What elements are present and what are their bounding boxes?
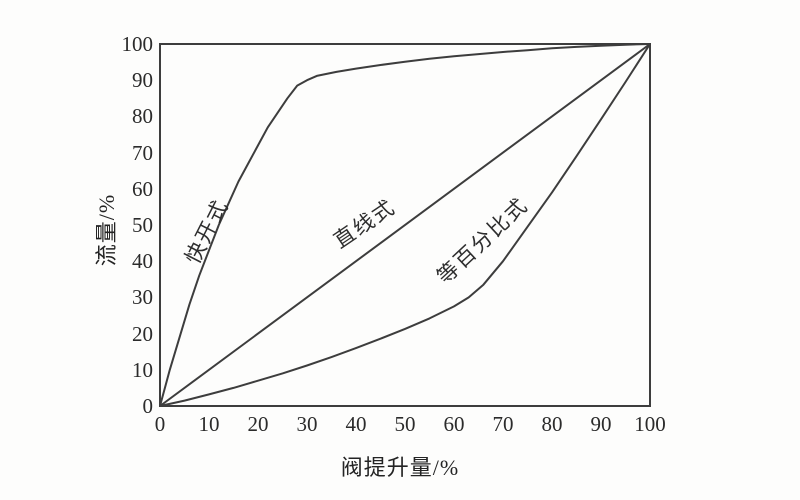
curve-linear (159, 43, 651, 407)
x-axis-title: 阀提升量/% (340, 455, 460, 480)
x-tick-label: 10 (198, 412, 220, 436)
x-tick-label: 20 (247, 412, 269, 436)
x-tick-label: 0 (154, 412, 166, 436)
plot-frame (159, 43, 651, 407)
y-axis-title: 流量/% (94, 193, 119, 267)
y-tick-label: 70 (132, 140, 153, 165)
y-tick-label: 60 (132, 176, 153, 201)
y-tick-label: 100 (121, 32, 154, 56)
y-tick-label: 10 (132, 357, 153, 382)
x-tick-label: 80 (541, 412, 563, 436)
y-tick-label: 30 (132, 285, 153, 310)
y-tick-label: 0 (142, 394, 154, 418)
x-tick-label: 100 (634, 412, 666, 436)
curve-quick-opening (159, 43, 651, 407)
x-tick-label: 40 (345, 412, 367, 436)
y-tick-label: 40 (132, 249, 153, 274)
y-tick-label: 20 (132, 321, 153, 346)
x-tick-label: 30 (296, 412, 318, 436)
x-tick-label: 50 (394, 412, 416, 436)
y-tick-label: 50 (132, 213, 153, 237)
x-tick-label: 70 (492, 412, 514, 436)
curve-equal-percentage (159, 43, 651, 407)
y-tick-label: 90 (132, 68, 153, 93)
y-tick-label: 80 (132, 104, 153, 129)
x-tick-label: 90 (590, 412, 612, 436)
x-tick-label: 60 (443, 412, 465, 436)
